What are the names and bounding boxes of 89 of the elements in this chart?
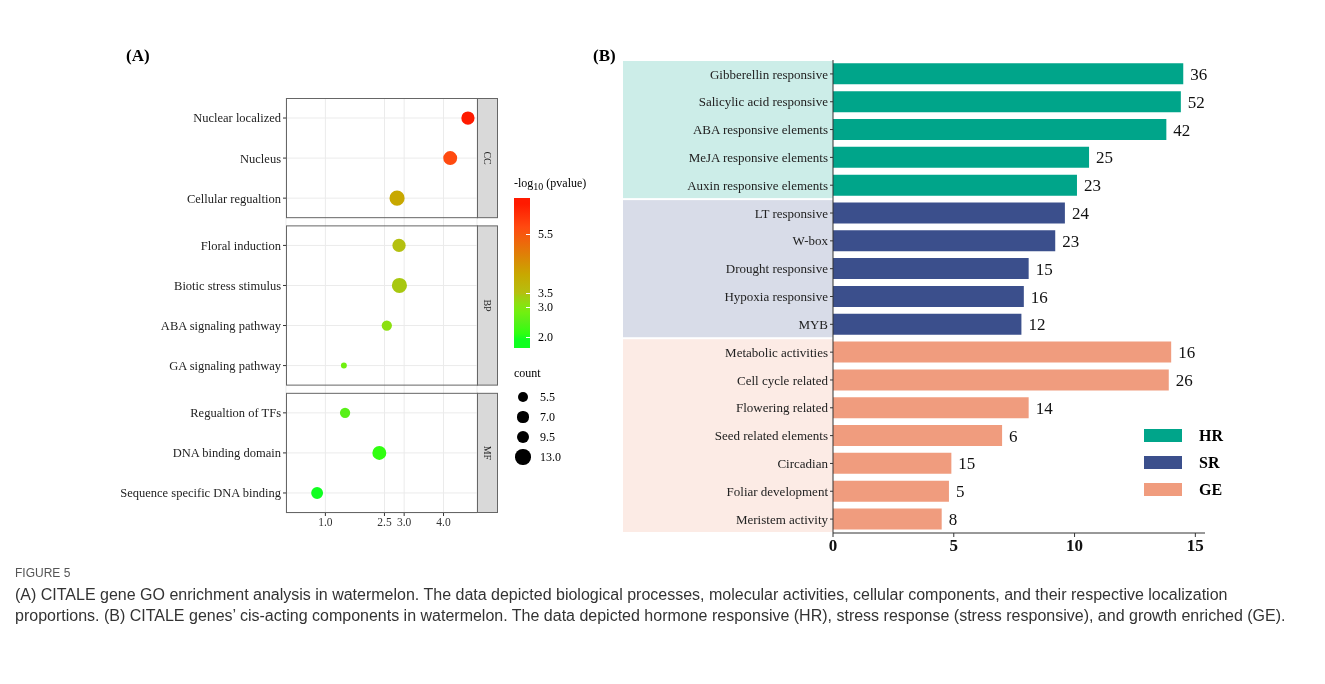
text: (A) xyxy=(126,46,150,66)
bar xyxy=(833,63,1184,85)
legend-title: count xyxy=(514,366,542,381)
bar xyxy=(833,341,1172,363)
bar xyxy=(833,397,1029,419)
y-tick-label: W-box xyxy=(792,233,829,249)
annotation: 16 xyxy=(1030,287,1048,307)
y-tick-label: Metabolic activities xyxy=(725,344,828,360)
annotation: 52 xyxy=(1187,92,1205,112)
x-tick-label: 3.0 xyxy=(396,516,412,529)
color-bar-label: 2.0 xyxy=(538,329,553,344)
annotation: 15 xyxy=(958,454,976,474)
annotation: 12 xyxy=(1028,315,1046,335)
legend-label: GE xyxy=(1199,480,1223,499)
y-tick-label: Foliar development xyxy=(726,483,829,499)
text: BP xyxy=(482,299,493,313)
x-tick-label: 1.0 xyxy=(318,516,333,529)
bar xyxy=(833,285,1024,307)
legend-label: 5.5 xyxy=(540,389,555,405)
annotation: 25 xyxy=(1096,148,1114,168)
caption: FIGURE 5 xyxy=(15,566,72,580)
bar xyxy=(833,369,1169,391)
x-tick-label: 0 xyxy=(828,536,838,556)
x-tick-label: 2.5 xyxy=(377,516,392,529)
text: MF xyxy=(482,445,493,461)
y-tick-label: Nucleus xyxy=(240,151,282,166)
bar xyxy=(833,452,952,474)
y-tick-label: Biotic stress stimulus xyxy=(174,278,282,293)
bar xyxy=(833,230,1056,252)
y-tick-label: Cellular regualtion xyxy=(186,191,282,206)
bar xyxy=(833,174,1077,196)
annotation: 8 xyxy=(948,510,958,530)
bar xyxy=(833,146,1090,168)
bar xyxy=(833,118,1167,140)
y-tick-label: Salicylic acid responsive xyxy=(698,94,829,110)
text: (A) CITALE gene GO enrichment analysis in watermelon. The data depicted biological processes, molecular activities, cellular components, and their respective localization proportions. (B) CITALE genes’ cis-acting components in watermelon. The data depicted hormone responsive (HR), stress response (stress responsive), and growth enriched (GE). xyxy=(15,585,1287,626)
text: (B) xyxy=(593,46,616,66)
annotation: 16 xyxy=(1178,343,1196,363)
legend-label: 7.0 xyxy=(540,409,555,425)
x-tick-label: 15 xyxy=(1186,536,1204,556)
legend-label: SR xyxy=(1199,453,1220,472)
annotation: 24 xyxy=(1071,204,1090,224)
annotation: 5 xyxy=(955,482,965,502)
y-tick-label: MYB xyxy=(798,316,829,332)
y-tick-label: MeJA responsive elements xyxy=(688,150,828,165)
color-bar-title: -log$_{10}$ (pvalue) xyxy=(514,176,588,193)
y-tick-label: Auxin responsive elements xyxy=(687,177,828,193)
y-tick-label: Drought responsive xyxy=(725,261,829,277)
y-tick-label: DNA binding domain xyxy=(172,446,282,461)
y-tick-label: Flowering related xyxy=(735,400,829,416)
legend-label: 9.5 xyxy=(540,429,555,445)
annotation: 36 xyxy=(1190,64,1208,84)
annotation: 15 xyxy=(1035,259,1053,279)
annotation: 26 xyxy=(1175,371,1193,391)
y-tick-label: GA signaling pathway xyxy=(169,359,282,374)
bar xyxy=(833,425,1003,447)
color-bar-label: 5.5 xyxy=(538,226,553,241)
y-tick-label: ABA responsive elements xyxy=(692,122,828,138)
annotation: 23 xyxy=(1083,176,1101,196)
x-tick-label: 4.0 xyxy=(436,516,451,529)
bar xyxy=(833,480,949,502)
annotation: 42 xyxy=(1173,120,1191,140)
bar xyxy=(833,202,1065,224)
y-tick-label: Seed related elements xyxy=(714,428,828,444)
x-tick-label: 5 xyxy=(949,536,959,556)
legend-label: HR xyxy=(1199,426,1223,445)
y-tick-label: Circadian xyxy=(777,456,829,472)
color-bar-label: 3.0 xyxy=(538,300,553,315)
text: CC xyxy=(482,151,493,166)
legend-label: 13.0 xyxy=(540,449,561,465)
y-tick-label: Floral induction xyxy=(200,238,282,253)
bar xyxy=(833,313,1022,335)
y-tick-label: Meristem activity xyxy=(735,511,829,527)
y-tick-label: Nuclear localized xyxy=(193,111,282,126)
y-tick-label: Sequence specific DNA binding xyxy=(120,486,282,501)
y-tick-label: Regualtion of TFs xyxy=(190,406,282,421)
annotation: 6 xyxy=(1009,426,1018,446)
annotation: 23 xyxy=(1062,231,1080,251)
annotation: 14 xyxy=(1035,398,1054,418)
x-tick-label: 10 xyxy=(1066,536,1084,556)
y-tick-label: Gibberellin responsive xyxy=(709,66,829,82)
bar xyxy=(833,508,942,530)
y-tick-label: Cell cycle related xyxy=(737,372,829,388)
y-tick-label: LT responsive xyxy=(754,205,829,221)
y-tick-label: ABA signaling pathway xyxy=(160,318,282,333)
bar xyxy=(833,258,1029,280)
y-tick-label: Hypoxia responsive xyxy=(724,289,829,305)
color-bar-label: 3.5 xyxy=(538,285,553,300)
bar xyxy=(833,91,1181,113)
